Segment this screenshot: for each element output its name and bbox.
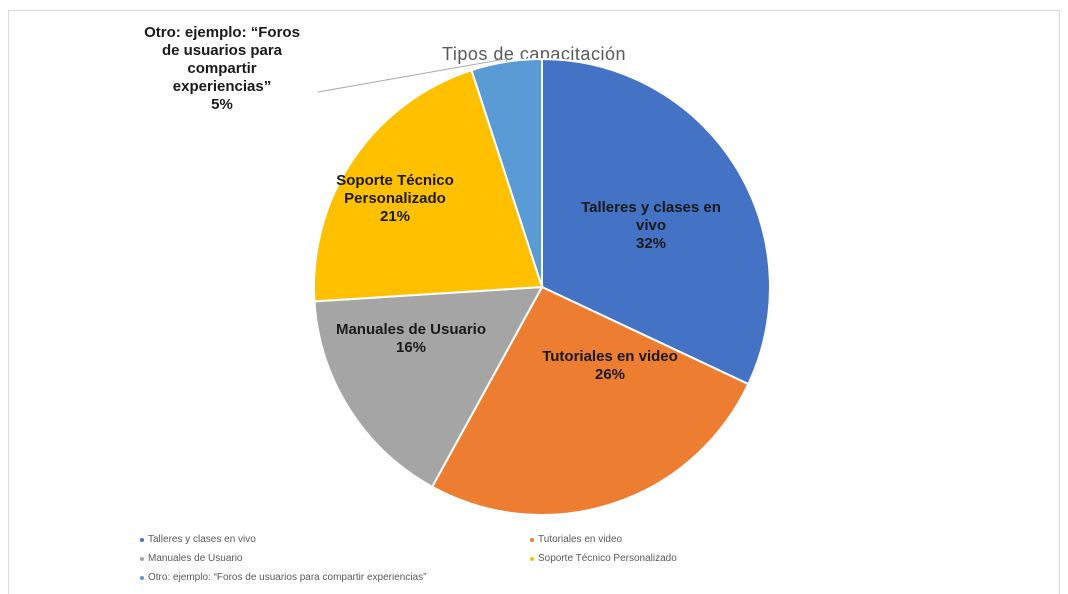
legend-label: Talleres y clases en vivo bbox=[148, 534, 256, 545]
pie-slice bbox=[313, 285, 544, 489]
legend-entry: Soporte Técnico Personalizado bbox=[530, 553, 677, 564]
legend-entry: Otro: ejemplo: “Foros de usuarios para c… bbox=[140, 572, 426, 583]
slice-data-label: Talleres y clases en vivo 32% bbox=[581, 199, 721, 252]
legend-marker bbox=[140, 575, 144, 580]
legend-entry: Talleres y clases en vivo bbox=[140, 534, 256, 545]
legend-marker bbox=[140, 556, 144, 561]
leader-lines bbox=[317, 58, 507, 93]
pie-slices bbox=[313, 57, 771, 516]
legend-marker bbox=[530, 537, 534, 542]
leader-line bbox=[317, 58, 507, 93]
slice-data-label: Soporte Técnico Personalizado 21% bbox=[336, 172, 454, 225]
legend-marker bbox=[140, 537, 144, 542]
slice-labels: Talleres y clases en vivo 32% Tutoriales en… bbox=[144, 24, 721, 383]
frame-border-left bbox=[8, 10, 9, 594]
frame-border-top bbox=[8, 10, 1060, 11]
slice-data-label: Manuales de Usuario 16% bbox=[336, 321, 486, 356]
legend-label: Otro: ejemplo: “Foros de usuarios para c… bbox=[148, 572, 427, 583]
slice-data-label: Tutoriales en video 26% bbox=[542, 348, 678, 383]
legend-entry: Manuales de Usuario bbox=[140, 553, 243, 564]
legend-marker bbox=[530, 556, 534, 561]
legend-label: Manuales de Usuario bbox=[148, 553, 243, 564]
legend-label: Soporte Técnico Personalizado bbox=[538, 553, 677, 564]
pie-slice bbox=[541, 57, 771, 386]
chart-title: Tipos de capacitación bbox=[442, 44, 626, 64]
legend-label: Tutoriales en video bbox=[538, 534, 623, 545]
slice-data-label: Otro: ejemplo: “Foros de usuarios para com… bbox=[144, 24, 300, 113]
pie-slice bbox=[313, 68, 544, 303]
legend-entry: Tutoriales en video bbox=[530, 534, 622, 545]
frame-border-right bbox=[1059, 10, 1060, 594]
